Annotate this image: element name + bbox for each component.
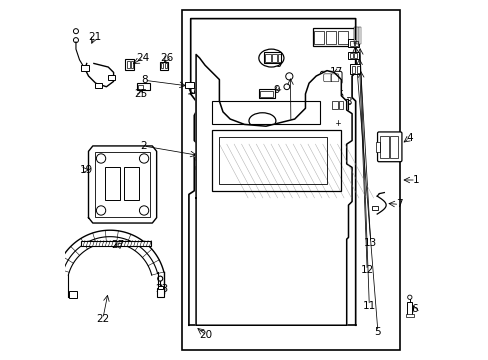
FancyBboxPatch shape: [320, 71, 341, 84]
Bar: [104, 167, 120, 200]
Bar: [108, 75, 115, 80]
Bar: [124, 167, 139, 200]
Bar: [356, 66, 359, 73]
Text: 17: 17: [328, 67, 342, 77]
Bar: [331, 101, 337, 109]
Bar: [260, 91, 272, 97]
Bar: [312, 28, 353, 45]
Bar: [182, 10, 400, 350]
Text: 27: 27: [111, 240, 124, 250]
Bar: [81, 65, 89, 71]
Bar: [95, 152, 150, 217]
Bar: [164, 63, 167, 68]
Bar: [332, 98, 339, 102]
Text: 6: 6: [411, 304, 417, 314]
Text: 16: 16: [320, 90, 333, 100]
Bar: [355, 27, 356, 44]
Text: 25: 25: [134, 89, 147, 99]
Bar: [314, 31, 324, 44]
Bar: [325, 31, 335, 44]
Bar: [126, 61, 129, 68]
Polygon shape: [196, 54, 351, 325]
Bar: [371, 206, 378, 211]
Text: 15: 15: [331, 90, 345, 100]
Bar: [219, 137, 326, 184]
Text: 12: 12: [360, 265, 373, 275]
Bar: [277, 54, 280, 62]
Bar: [272, 54, 276, 62]
Text: 19: 19: [79, 165, 92, 175]
Bar: [161, 63, 163, 68]
Bar: [349, 41, 353, 46]
Bar: [137, 83, 149, 90]
Bar: [338, 101, 343, 109]
Text: 20: 20: [199, 330, 212, 340]
Bar: [212, 130, 341, 191]
Text: 8: 8: [141, 75, 148, 85]
Bar: [194, 166, 201, 169]
Text: 24: 24: [137, 53, 150, 63]
Text: 14: 14: [285, 243, 298, 253]
Bar: [348, 40, 359, 47]
Bar: [158, 286, 163, 289]
Text: 10: 10: [270, 59, 283, 69]
Bar: [349, 64, 360, 74]
Bar: [389, 136, 397, 158]
Bar: [131, 61, 133, 68]
Bar: [359, 27, 360, 44]
Text: 26: 26: [160, 53, 173, 63]
Text: 3: 3: [345, 97, 351, 107]
Bar: [325, 98, 331, 102]
Ellipse shape: [258, 49, 284, 67]
Bar: [380, 136, 388, 158]
Bar: [264, 52, 281, 63]
Bar: [354, 41, 357, 46]
Text: 5: 5: [374, 327, 381, 337]
Bar: [212, 101, 319, 125]
Bar: [95, 83, 102, 88]
Bar: [337, 31, 347, 44]
Bar: [351, 66, 355, 73]
Bar: [265, 54, 270, 62]
Bar: [184, 82, 193, 88]
Text: 2: 2: [140, 141, 146, 151]
Text: 18: 18: [334, 193, 347, 203]
Bar: [348, 51, 358, 59]
Bar: [330, 99, 347, 110]
Bar: [405, 314, 413, 317]
Bar: [349, 53, 352, 58]
Bar: [353, 27, 355, 44]
Text: 23: 23: [155, 284, 168, 294]
FancyBboxPatch shape: [377, 132, 401, 162]
Bar: [156, 288, 163, 297]
Text: 13: 13: [364, 238, 377, 248]
Bar: [138, 85, 142, 89]
Bar: [81, 240, 151, 246]
Bar: [160, 62, 168, 69]
Text: 4: 4: [406, 133, 412, 143]
Bar: [376, 142, 379, 152]
Text: 9: 9: [273, 85, 280, 95]
Ellipse shape: [248, 113, 275, 129]
Bar: [353, 53, 357, 58]
Bar: [258, 89, 274, 98]
Text: 22: 22: [96, 314, 109, 324]
Bar: [125, 59, 134, 69]
Bar: [69, 291, 77, 298]
Text: 7: 7: [395, 199, 402, 210]
Text: 21: 21: [88, 32, 101, 41]
Bar: [357, 27, 358, 44]
Text: 11: 11: [362, 301, 375, 311]
Bar: [407, 302, 411, 316]
Text: 1: 1: [412, 175, 418, 185]
